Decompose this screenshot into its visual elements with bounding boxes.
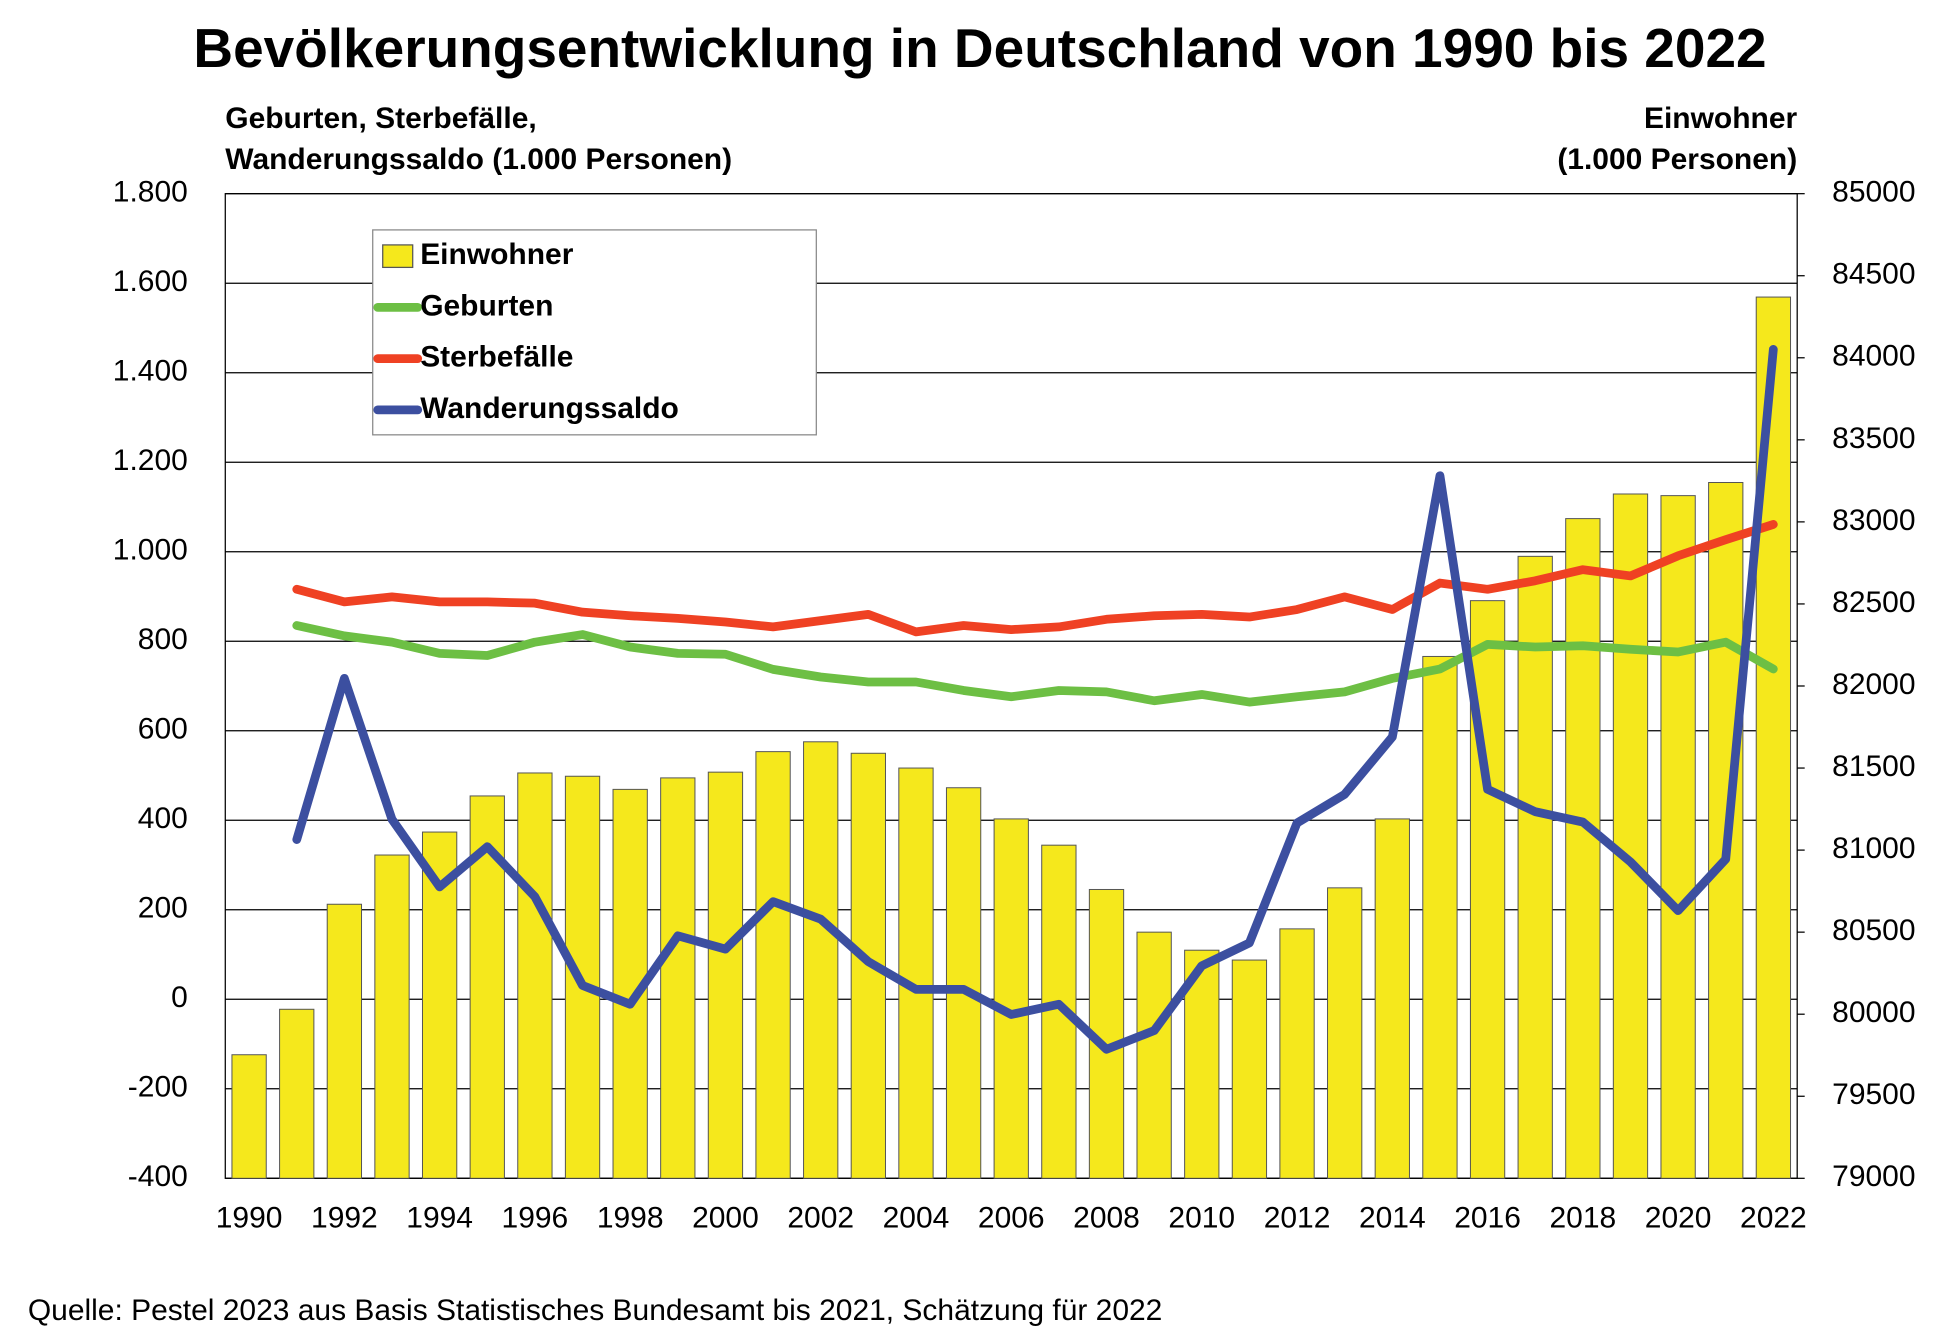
y-tick-label: 200 <box>138 892 188 925</box>
y2-tick-label: 81500 <box>1832 750 1915 783</box>
bar <box>1565 518 1601 1179</box>
y2-tick-label: 80500 <box>1832 914 1915 947</box>
x-tick-label: 2018 <box>1550 1201 1617 1234</box>
bar <box>374 854 410 1179</box>
x-tick-label: 1994 <box>406 1201 473 1234</box>
y-tick-label: -200 <box>128 1071 188 1104</box>
bar <box>945 787 982 1179</box>
bar <box>1231 959 1268 1179</box>
bar <box>1517 555 1553 1179</box>
y-tick-label: 600 <box>138 713 188 746</box>
bar <box>517 772 553 1179</box>
y2-tick-label: 80000 <box>1832 996 1915 1029</box>
bar <box>1374 818 1410 1179</box>
y2-tick-label: 82000 <box>1832 668 1915 701</box>
bar <box>231 1054 267 1179</box>
legend-swatch <box>382 244 414 269</box>
x-tick-label: 1992 <box>311 1201 378 1234</box>
x-tick-label: 2000 <box>692 1201 759 1234</box>
line <box>292 344 1778 1054</box>
x-tick-label: 2020 <box>1645 1201 1712 1234</box>
y-tick-label: 1.200 <box>113 444 188 477</box>
x-tick-label: 2014 <box>1359 1201 1426 1234</box>
y2-axis-label: Einwohner <box>1644 102 1798 135</box>
y-tick-label: 1.600 <box>113 265 188 298</box>
chart-title: Bevölkerungsentwicklung in Deutschland v… <box>193 17 1766 79</box>
x-tick-label: 2016 <box>1454 1201 1521 1234</box>
x-tick-label: 2008 <box>1073 1201 1140 1234</box>
line <box>292 621 1778 707</box>
legend-label: Sterbefälle <box>420 341 573 374</box>
x-tick-label: 1996 <box>502 1201 569 1234</box>
y-tick-label: -400 <box>128 1160 188 1193</box>
legend-box <box>372 229 817 436</box>
x-tick-label: 2004 <box>883 1201 950 1234</box>
y2-tick-label: 79000 <box>1832 1160 1915 1193</box>
y-tick-label: 800 <box>138 623 188 656</box>
x-tick-label: 1990 <box>216 1201 283 1234</box>
y2-tick-label: 84500 <box>1832 258 1915 291</box>
bar <box>898 767 934 1179</box>
bar <box>326 903 363 1179</box>
bar <box>1422 655 1458 1179</box>
bar <box>803 741 839 1179</box>
y-tick-label: 1.400 <box>113 355 188 388</box>
legend-label: Einwohner <box>420 238 574 271</box>
x-tick-label: 2002 <box>787 1201 854 1234</box>
legend-label: Wanderungssaldo <box>420 392 679 425</box>
y2-tick-label: 83000 <box>1832 504 1915 537</box>
bar <box>1755 296 1792 1179</box>
y-axis-label: Geburten, Sterbefälle, <box>225 102 536 135</box>
source: Quelle: Pestel 2023 aus Basis Statistisc… <box>28 1294 1163 1327</box>
bar <box>707 771 744 1179</box>
bar <box>1327 887 1363 1179</box>
y2-tick-label: 79500 <box>1832 1078 1915 1111</box>
bar <box>755 751 791 1179</box>
y-tick-label: 1.800 <box>113 176 188 209</box>
bar <box>1136 931 1172 1179</box>
bar <box>1612 493 1649 1179</box>
bar <box>993 818 1029 1179</box>
y-tick-label: 1.000 <box>113 534 188 567</box>
x-tick-label: 2012 <box>1264 1201 1331 1234</box>
y2-tick-label: 84000 <box>1832 340 1915 373</box>
line <box>292 520 1778 637</box>
y-tick-label: 0 <box>171 981 188 1014</box>
legend-label: Geburten <box>420 289 553 322</box>
bar <box>279 1008 315 1179</box>
bar <box>1279 928 1315 1179</box>
y2-tick-label: 81000 <box>1832 832 1915 865</box>
bar <box>1660 495 1696 1179</box>
x-tick-label: 2006 <box>978 1201 1045 1234</box>
x-tick-label: 2010 <box>1168 1201 1235 1234</box>
y2-tick-label: 83500 <box>1832 422 1915 455</box>
y-axis-label: Wanderungssaldo (1.000 Personen) <box>225 143 732 176</box>
y2-tick-label: 82500 <box>1832 586 1915 619</box>
y-tick-label: 400 <box>138 802 188 835</box>
y2-axis-label: (1.000 Personen) <box>1557 143 1797 176</box>
x-tick-label: 2022 <box>1740 1201 1807 1234</box>
bar <box>660 777 696 1179</box>
y2-tick-label: 85000 <box>1832 176 1915 209</box>
x-tick-label: 1998 <box>597 1201 664 1234</box>
